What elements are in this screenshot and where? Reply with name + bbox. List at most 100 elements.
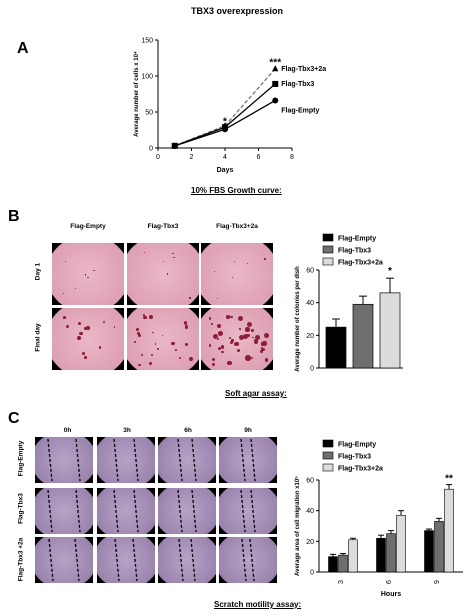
colony-dot <box>251 329 254 332</box>
colony-dot <box>79 331 83 335</box>
colony-dot <box>86 325 90 330</box>
colony-dot <box>245 327 250 332</box>
y-axis-title: Average number of colonies per dish <box>295 266 301 372</box>
scratch-edge <box>177 438 183 482</box>
soft-agar-col-label: Flag-Tbx3 <box>147 223 179 230</box>
colony-dot <box>183 321 188 325</box>
bar <box>352 303 374 369</box>
scratch-field-image <box>35 437 93 483</box>
colony-dot <box>229 340 233 345</box>
scratch-lines <box>114 538 138 582</box>
petri-dish <box>127 308 199 370</box>
y-tick-label: 60 <box>306 478 314 485</box>
colony-dot <box>214 271 216 273</box>
bar <box>325 326 347 369</box>
scratch-field-image <box>219 537 277 583</box>
colony-dot <box>172 252 174 255</box>
legend-label: Flag-Empty <box>338 442 376 449</box>
scratch-row-label: Flag-Tbx3 <box>17 493 25 524</box>
petri-dish <box>127 243 199 305</box>
panel-letter-b: B <box>8 208 20 225</box>
colony-dot <box>149 361 153 366</box>
colony-dot <box>208 344 212 347</box>
scratch-col-label: 9h <box>244 427 252 434</box>
legend-swatch <box>322 245 334 254</box>
panel-letter-c: C <box>8 410 20 427</box>
legend-label: Flag-Tbx3+2a <box>338 260 383 267</box>
legend-swatch <box>322 233 334 242</box>
colony-dot <box>82 351 86 355</box>
colony-dot <box>216 338 219 341</box>
colony-dot <box>77 335 82 340</box>
colony-dot <box>225 315 230 319</box>
soft-agar-col-label: Flag-Tbx3+2a <box>216 223 258 230</box>
colony-dot <box>140 353 144 357</box>
scratch-edge <box>241 538 247 582</box>
scratch-field-image <box>35 537 93 583</box>
colony-dot <box>175 348 178 351</box>
scratch-col-label: 0h <box>63 427 72 434</box>
colony-dot <box>232 276 234 278</box>
y-axis-title: Average number of cells x 10⁴ <box>134 51 140 137</box>
colony-dot <box>229 337 231 340</box>
scratch-row-label: Flag-Tbx3 +2a <box>17 537 25 582</box>
scratch-edge <box>178 538 184 582</box>
y-tick-label: 0 <box>149 146 153 153</box>
scratch-edge <box>240 438 246 482</box>
scratch-edge <box>132 538 138 582</box>
scratch-edge <box>114 538 120 582</box>
colony-dot <box>152 331 154 334</box>
colony-dot <box>264 258 266 260</box>
colony-dot <box>217 298 219 300</box>
scratch-col-label: 6h <box>184 427 192 434</box>
data-point-circle <box>222 126 228 133</box>
y-tick-label: 0 <box>310 570 314 577</box>
colony-dot <box>113 325 116 328</box>
y-tick-label: 20 <box>306 333 314 340</box>
colony-dot <box>173 256 175 259</box>
scratch-edge <box>113 489 119 533</box>
colony-dot <box>63 316 67 319</box>
series-label: Flag-Tbx3+2a <box>281 66 326 73</box>
soft-agar-dish-image <box>201 308 273 370</box>
legend-label: Flag-Tbx3+2a <box>338 466 383 473</box>
soft-agar-dish-image <box>127 243 199 305</box>
colony-dot <box>189 297 191 299</box>
bar <box>328 556 338 573</box>
colony-dot <box>161 334 164 337</box>
colony-dot <box>84 355 88 359</box>
legend-swatch <box>322 463 334 472</box>
colony-dot <box>178 356 182 360</box>
y-tick-label: 60 <box>306 268 314 275</box>
soft-agar-row-label: Day 1 <box>34 262 42 281</box>
colony-dot <box>143 315 147 320</box>
x-tick-label: 6 <box>257 154 261 161</box>
data-point-square <box>272 80 279 87</box>
colony-dot <box>217 331 223 337</box>
colony-dot <box>253 339 259 344</box>
scratch-edge <box>133 489 139 533</box>
data-point-circle <box>171 142 178 149</box>
bar <box>386 533 396 573</box>
colony-dot <box>77 321 81 325</box>
scratch-edge <box>191 438 197 482</box>
scratch-field-image <box>158 488 216 534</box>
colony-dot <box>64 261 67 263</box>
x-tick-label: 3 <box>338 580 345 584</box>
scratch-field-image <box>219 488 277 534</box>
colony-dot <box>66 325 70 329</box>
colony-dot <box>250 356 253 359</box>
cell-field <box>158 537 216 583</box>
cell-field <box>97 488 155 534</box>
legend-swatch <box>322 257 334 266</box>
colony-dot <box>213 334 219 340</box>
x-tick-label: 4 <box>223 154 227 161</box>
scratch-edge <box>74 538 80 582</box>
colony-dot <box>143 251 145 253</box>
scratch-field-image <box>158 537 216 583</box>
bar <box>379 292 401 369</box>
colony-dot <box>230 315 233 318</box>
legend-label: Flag-Tbx3 <box>338 248 371 255</box>
scratch-edge <box>75 489 81 533</box>
colony-dot <box>220 350 224 354</box>
